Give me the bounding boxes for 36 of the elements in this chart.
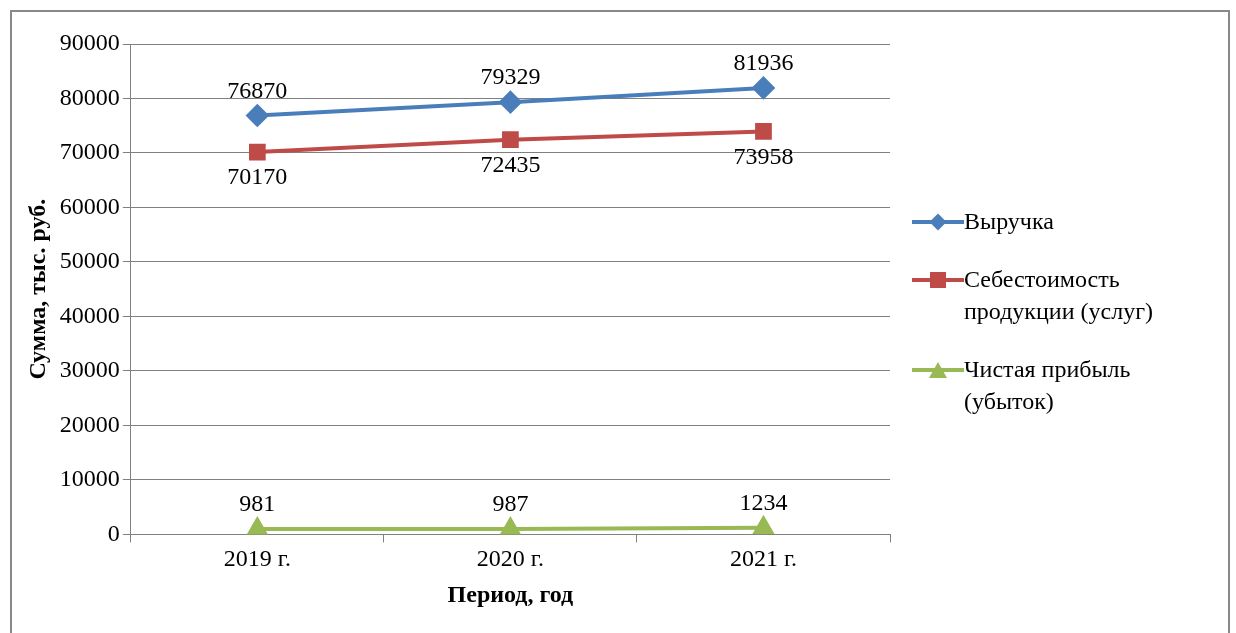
y-tick-label: 80000 (59, 83, 120, 110)
data-label: 81936 (733, 49, 794, 76)
point (248, 143, 266, 161)
point (500, 518, 521, 535)
y-tick-label: 40000 (59, 301, 120, 328)
x-tick-label: 2019 г. (223, 545, 291, 572)
y-tick-label: 90000 (59, 29, 120, 56)
data-label: 987 (492, 490, 529, 517)
y-tick-label: 70000 (59, 138, 120, 165)
y-tick-label: 50000 (59, 247, 120, 274)
point (502, 131, 519, 149)
data-label: 76870 (227, 76, 288, 103)
legend-label: Себестоимость продукции (услуг) (964, 265, 1154, 326)
y-tick-label: 10000 (59, 465, 120, 492)
x-tick-label: 2020 г. (476, 545, 544, 572)
point (755, 123, 772, 140)
legend-label: Выручка (964, 207, 1055, 236)
point (752, 514, 775, 535)
legend-label: Чистая прибыль (убыток) (964, 355, 1132, 416)
point (246, 104, 269, 127)
point (752, 76, 775, 99)
data-label: 1234 (739, 488, 788, 515)
data-label: 72435 (480, 151, 541, 178)
point (499, 91, 522, 114)
data-label: 981 (239, 490, 276, 517)
data-label: 70170 (227, 163, 288, 190)
y-tick-label: 20000 (59, 410, 120, 437)
data-label: 73958 (733, 142, 794, 169)
point (247, 518, 268, 535)
data-label: 79329 (480, 63, 541, 90)
y-tick-label: 0 (107, 519, 120, 546)
y-tick-label: 60000 (59, 192, 120, 219)
y-axis-title: Сумма, тыс. руб. (23, 198, 50, 380)
x-axis-title: Период, год (447, 580, 574, 607)
y-tick-label: 30000 (59, 356, 120, 383)
x-tick-label: 2021 г. (729, 545, 798, 572)
